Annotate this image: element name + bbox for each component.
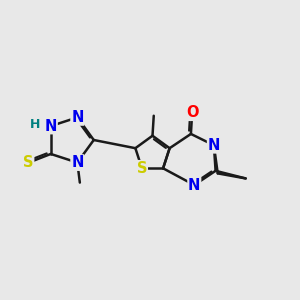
Text: O: O [186, 105, 198, 120]
Text: S: S [137, 161, 147, 176]
Text: S: S [23, 155, 34, 170]
Text: H: H [30, 118, 40, 130]
Text: N: N [71, 155, 83, 170]
Text: N: N [188, 178, 200, 193]
Text: N: N [45, 118, 57, 134]
Text: N: N [208, 138, 220, 153]
Text: N: N [71, 110, 83, 125]
